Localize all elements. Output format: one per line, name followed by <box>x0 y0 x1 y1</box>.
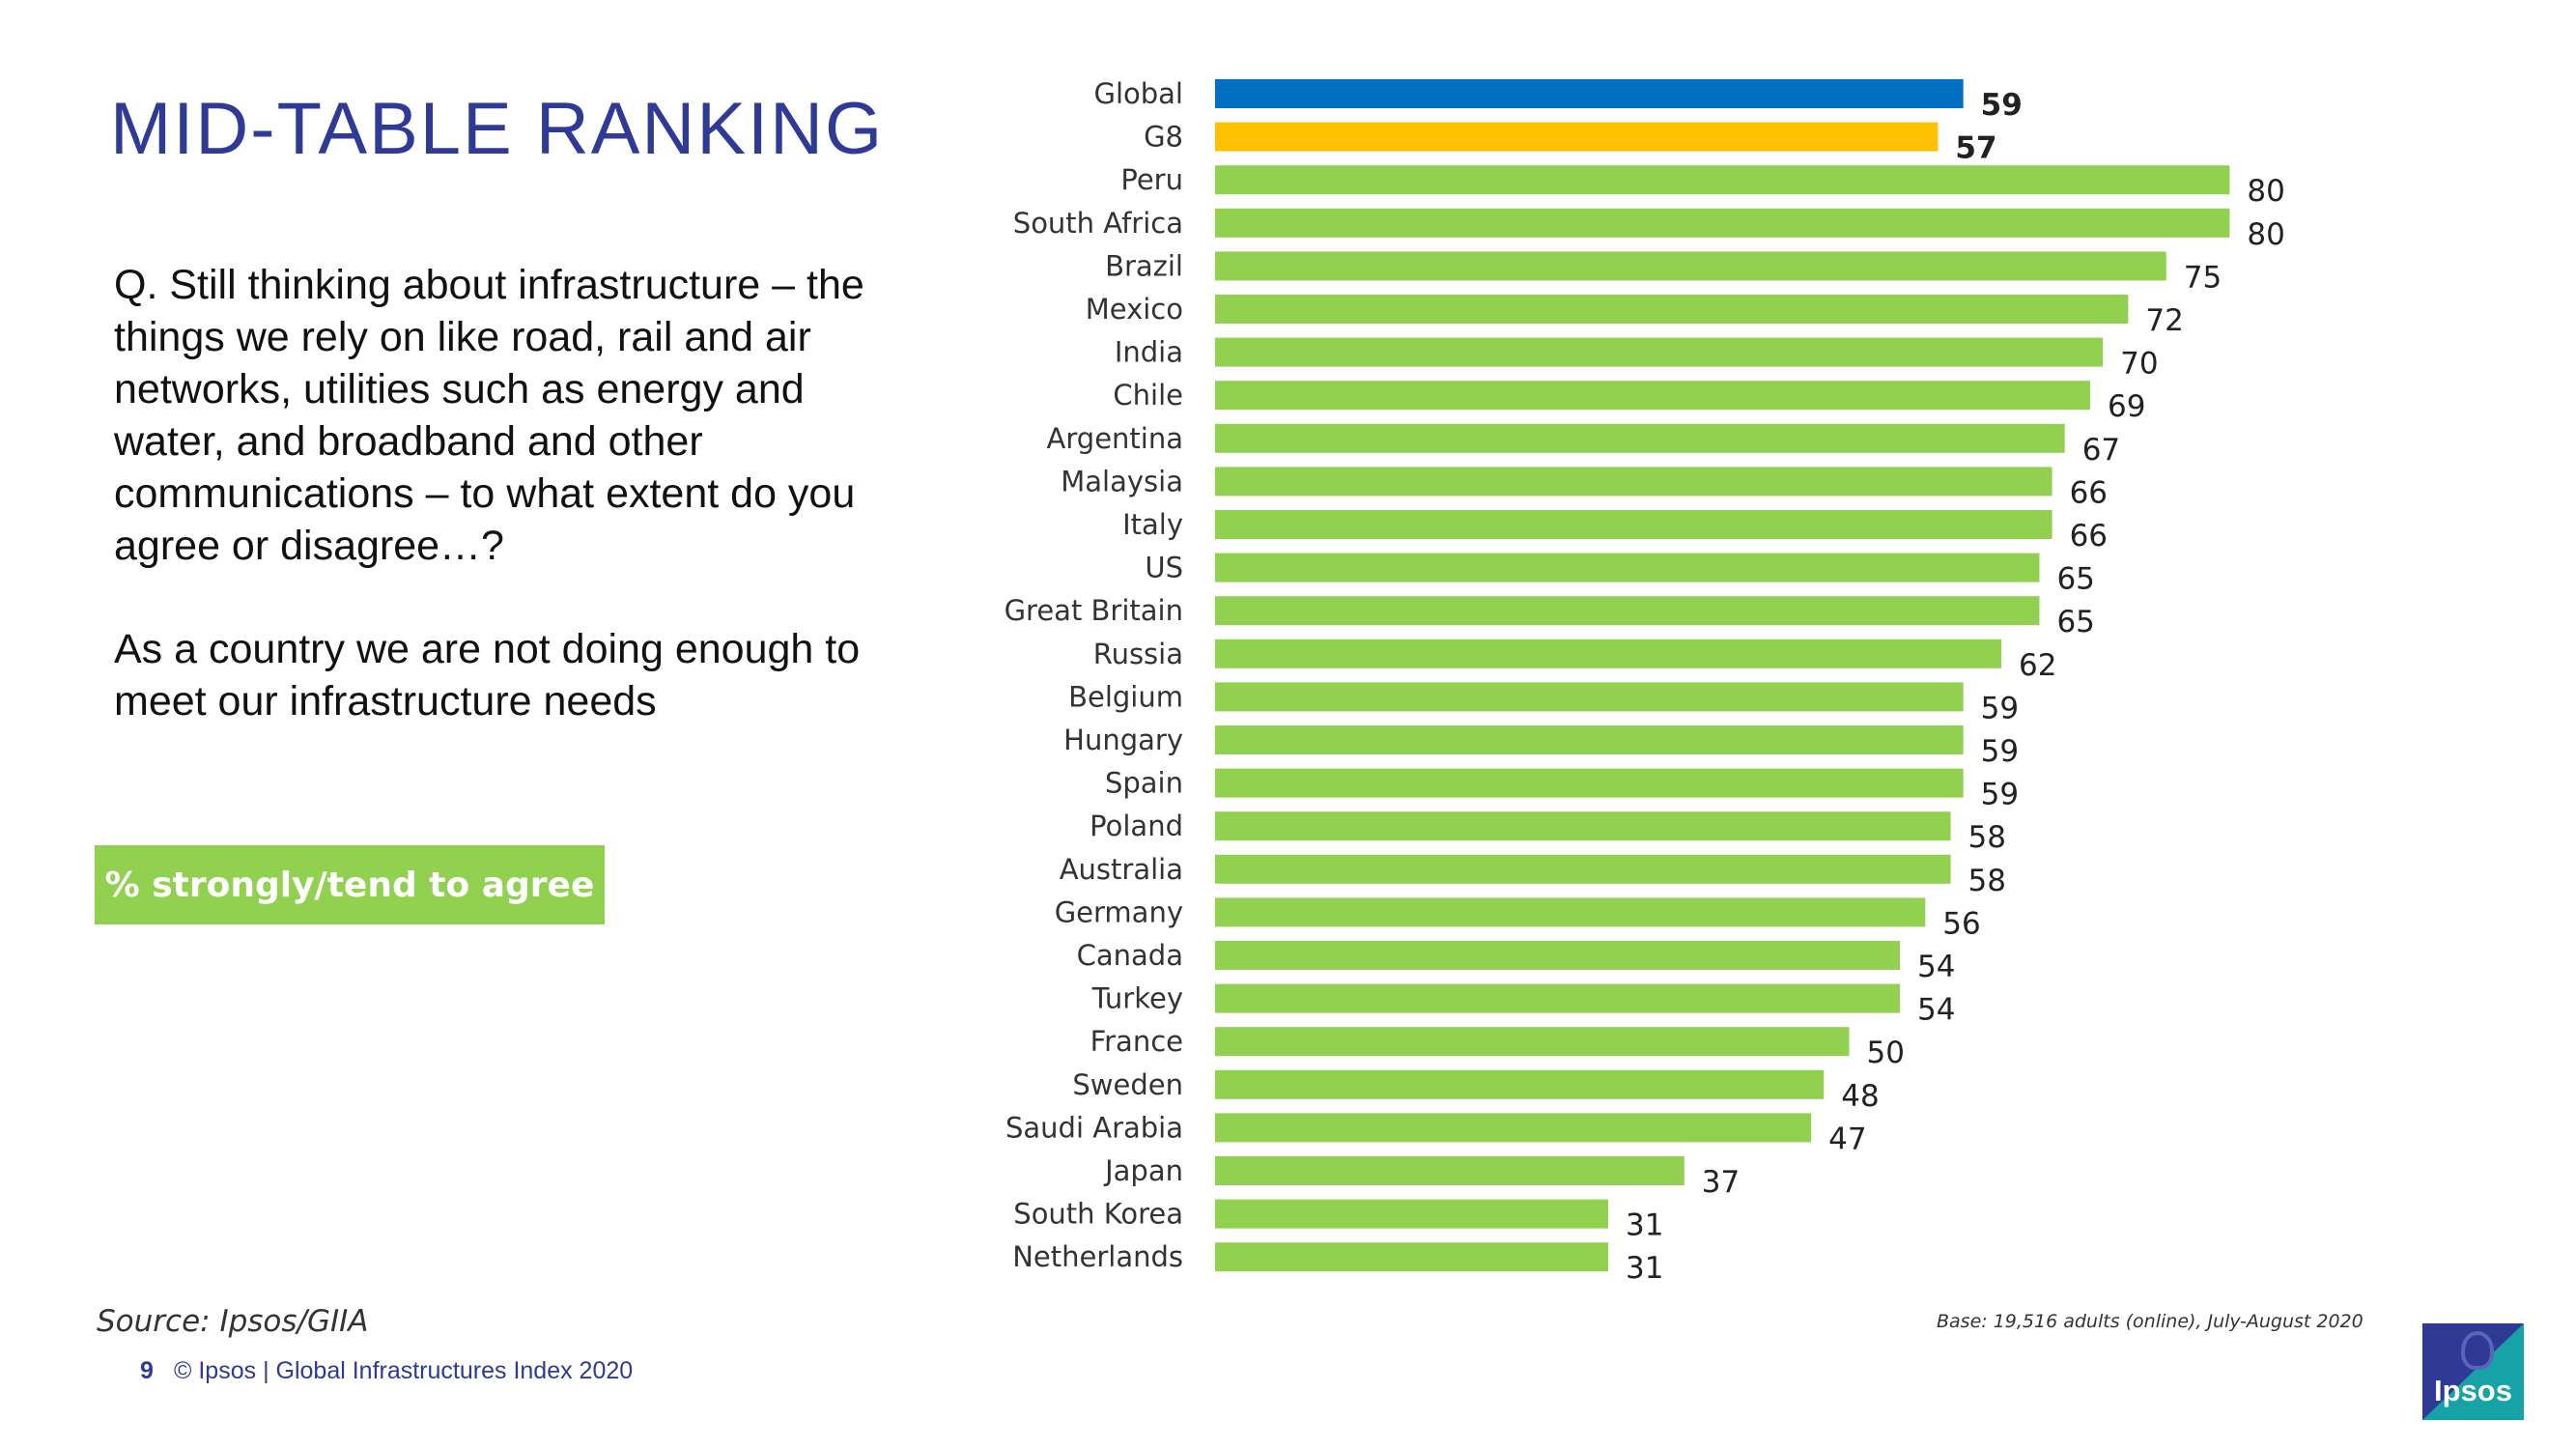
value-label: 59 <box>1981 734 2019 769</box>
measure-badge: % strongly/tend to agree <box>95 845 605 924</box>
bar-poland <box>1215 811 1951 841</box>
value-label: 54 <box>1917 993 1955 1028</box>
ipsos-logo: Ipsos <box>2422 1323 2524 1420</box>
category-label: Global <box>1093 77 1183 110</box>
category-label: Italy <box>1122 508 1183 541</box>
value-label: 62 <box>2019 648 2056 683</box>
bar-south-korea <box>1215 1199 1609 1229</box>
bar-us <box>1215 553 2040 582</box>
bar-mexico <box>1215 295 2129 324</box>
category-label: Malaysia <box>1061 465 1183 497</box>
category-label: Great Britain <box>1005 594 1183 627</box>
bar-india <box>1215 337 2104 367</box>
bar-canada <box>1215 941 1901 970</box>
category-label: Sweden <box>1072 1068 1183 1101</box>
bar-brazil <box>1215 251 2166 281</box>
bar-hungary <box>1215 725 1964 754</box>
value-label: 47 <box>1828 1122 1866 1156</box>
bar-russia <box>1215 639 2002 668</box>
page-title: MID-TABLE RANKING <box>110 88 885 170</box>
bar-great-britain <box>1215 596 2040 626</box>
value-label: 66 <box>2070 519 2108 554</box>
value-label: 50 <box>1867 1036 1905 1070</box>
value-label: 58 <box>1968 864 2006 898</box>
category-label: India <box>1115 336 1183 369</box>
category-label: Poland <box>1090 810 1183 842</box>
source-note: Source: Ipsos/GIIA <box>97 1304 369 1339</box>
bar-chile <box>1215 381 2090 411</box>
value-label: 37 <box>1702 1165 1740 1200</box>
value-label: 67 <box>2082 433 2120 468</box>
bar-turkey <box>1215 983 1901 1013</box>
category-label: France <box>1090 1025 1183 1058</box>
logo-text: Ipsos <box>2434 1374 2512 1407</box>
value-label: 65 <box>2056 605 2094 639</box>
value-label: 48 <box>1841 1079 1879 1114</box>
base-note: Base: 19,516 adults (online), July-Augus… <box>1937 1311 2364 1332</box>
value-label: 31 <box>1626 1251 1663 1286</box>
bar-peru <box>1215 165 2230 195</box>
category-label: Peru <box>1120 163 1183 196</box>
category-label: Belgium <box>1068 680 1183 713</box>
category-label: Russia <box>1093 638 1183 670</box>
category-label: Spain <box>1105 767 1183 800</box>
bar-france <box>1215 1027 1850 1057</box>
value-label: 65 <box>2056 562 2094 597</box>
value-label: 31 <box>1626 1208 1663 1243</box>
bar-netherlands <box>1215 1242 1609 1272</box>
bar-argentina <box>1215 423 2065 453</box>
value-label: 58 <box>1968 820 2006 855</box>
category-label: Turkey <box>1091 982 1183 1015</box>
bar-germany <box>1215 897 1926 927</box>
value-label: 69 <box>2108 389 2145 424</box>
value-label: 57 <box>1955 131 1996 166</box>
category-label: US <box>1145 552 1183 584</box>
value-label: 59 <box>1981 88 2023 123</box>
statement-text: As a country we are not doing enough to … <box>114 626 861 724</box>
value-label: 56 <box>1942 906 1980 941</box>
category-label: South Africa <box>1013 207 1183 240</box>
category-label: Netherlands <box>1012 1240 1183 1273</box>
page-number: 9 <box>140 1357 154 1384</box>
category-label: Germany <box>1055 895 1183 928</box>
bar-malaysia <box>1215 467 2052 497</box>
copyright-text: © Ipsos | Global Infrastructures Index 2… <box>174 1357 634 1384</box>
value-label: 54 <box>1917 950 1955 984</box>
question-text: Q. Still thinking about infrastructure –… <box>114 262 864 569</box>
category-label: Argentina <box>1047 422 1183 455</box>
category-label: Australia <box>1060 853 1183 886</box>
bar-global <box>1215 79 1964 108</box>
bar-italy <box>1215 510 2052 539</box>
bar-belgium <box>1215 682 1964 712</box>
value-label: 70 <box>2120 347 2158 382</box>
value-label: 66 <box>2070 475 2108 510</box>
bar-sweden <box>1215 1069 1825 1099</box>
category-label: Brazil <box>1105 249 1183 282</box>
bar-japan <box>1215 1156 1684 1185</box>
bar-saudi-arabia <box>1215 1113 1812 1143</box>
value-label: 80 <box>2247 174 2284 209</box>
category-label: Canada <box>1077 939 1183 972</box>
value-label: 59 <box>1981 691 2019 725</box>
category-label: Chile <box>1113 379 1183 412</box>
bar-spain <box>1215 768 1964 798</box>
value-label: 72 <box>2145 303 2183 338</box>
bar-g8 <box>1215 122 1939 152</box>
value-label: 59 <box>1981 778 2019 812</box>
category-label: Japan <box>1103 1154 1183 1187</box>
category-label: Hungary <box>1063 724 1183 756</box>
value-label: 75 <box>2184 260 2222 295</box>
category-label: Mexico <box>1086 293 1183 326</box>
category-label: South Korea <box>1013 1198 1183 1231</box>
bar-australia <box>1215 854 1951 884</box>
ranking-bar-chart: Global 59 G8 57 Peru 80 South Africa 80 Brazil 75… <box>1005 77 2285 1286</box>
category-label: Saudi Arabia <box>1005 1111 1183 1144</box>
value-label: 80 <box>2247 217 2284 252</box>
logo-mark-icon <box>2465 1335 2490 1366</box>
category-label: G8 <box>1144 121 1183 154</box>
bar-south-africa <box>1215 208 2230 238</box>
